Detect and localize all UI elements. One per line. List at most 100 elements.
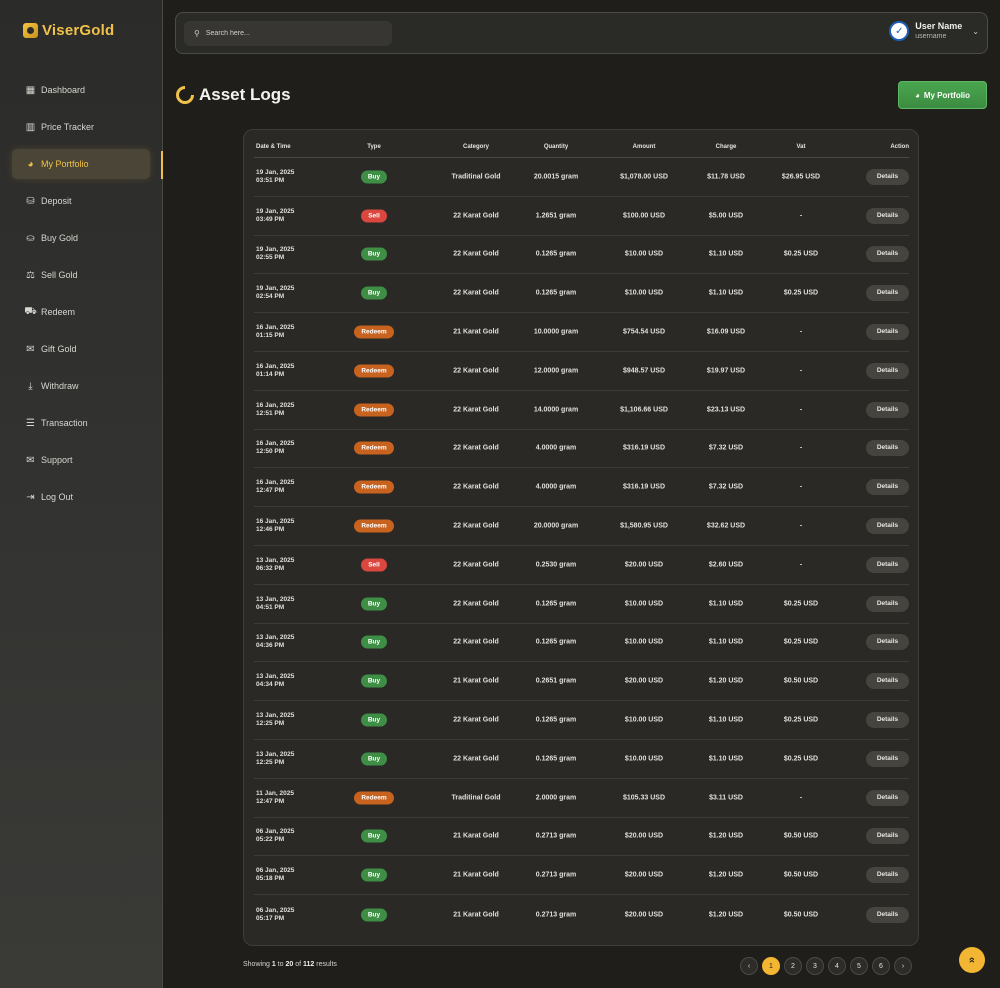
details-button[interactable]: Details <box>866 750 909 767</box>
cell-time: 04:34 PM <box>256 681 285 689</box>
cell-charge: $1.20 USD <box>708 677 744 685</box>
scroll-to-top-button[interactable]: » <box>959 947 985 973</box>
sidebar-item-buy-gold[interactable]: ⛀ Buy Gold <box>12 223 150 253</box>
search-input[interactable] <box>205 30 376 37</box>
cell-date-time: 13 Jan, 2025 04:34 PM <box>256 673 336 689</box>
sidebar-item-transaction[interactable]: ☰ Transaction <box>12 408 150 438</box>
table-row: 19 Jan, 2025 02:55 PM Buy 22 Karat Gold 0.12… <box>254 236 909 275</box>
details-button[interactable]: Details <box>866 168 909 185</box>
details-button[interactable]: Details <box>866 673 909 690</box>
details-button[interactable]: Details <box>866 828 909 845</box>
logout-icon: ⇥ <box>26 491 35 503</box>
cell-date-time: 16 Jan, 2025 12:47 PM <box>256 479 336 495</box>
type-badge: Redeem <box>354 480 394 494</box>
brand-logo[interactable]: ViserGold <box>23 22 114 39</box>
details-button[interactable]: Details <box>866 906 909 923</box>
pagination: ‹ 1 2 3 4 5 6 › <box>740 957 912 975</box>
type-badge: Buy <box>360 674 388 688</box>
cell-vat: $0.25 USD <box>783 600 819 608</box>
details-button[interactable]: Details <box>866 440 909 457</box>
cell-date-time: 13 Jan, 2025 12:25 PM <box>256 751 336 767</box>
pagination-next-button[interactable]: › <box>894 957 912 975</box>
cell-amount: $100.00 USD <box>622 212 666 220</box>
sidebar-item-label: Support <box>41 455 73 465</box>
cell-vat: $0.50 USD <box>783 832 819 840</box>
type-badge: Redeem <box>354 325 394 339</box>
cell-quantity: 0.1265 gram <box>535 755 577 763</box>
sidebar-item-sell-gold[interactable]: ⚖ Sell Gold <box>12 260 150 290</box>
cell-amount: $20.00 USD <box>624 871 664 879</box>
type-badge: Redeem <box>354 441 394 455</box>
cell-category: 22 Karat Gold <box>453 406 499 414</box>
details-button[interactable]: Details <box>866 324 909 341</box>
pagination-page-2[interactable]: 2 <box>784 957 802 975</box>
brand-name: ViserGold <box>42 22 115 39</box>
details-button[interactable]: Details <box>866 362 909 379</box>
sidebar-item-label: Gift Gold <box>41 344 77 354</box>
results-summary: Showing 1 to 20 of 112 results <box>243 961 337 968</box>
cell-charge: $1.10 USD <box>708 289 744 297</box>
pagination-page-5[interactable]: 5 <box>850 957 868 975</box>
chevron-down-icon[interactable]: ⌄ <box>972 26 979 36</box>
cell-type: Sell <box>334 209 414 223</box>
cell-quantity: 0.2651 gram <box>535 677 577 685</box>
cell-time: 03:49 PM <box>256 215 285 223</box>
sidebar-item-log-out[interactable]: ⇥ Log Out <box>12 482 150 512</box>
cell-vat: $0.50 USD <box>783 871 819 879</box>
details-button[interactable]: Details <box>866 479 909 496</box>
cell-charge: $1.10 USD <box>708 600 744 608</box>
cell-category: 21 Karat Gold <box>453 832 499 840</box>
pagination-page-3[interactable]: 3 <box>806 957 824 975</box>
sidebar-item-my-portfolio[interactable]: ◕ My Portfolio <box>12 149 150 179</box>
sidebar-item-dashboard[interactable]: ▦ Dashboard <box>12 75 150 105</box>
sidebar-item-gift-gold[interactable]: ✉ Gift Gold <box>12 334 150 364</box>
cell-charge: $1.10 USD <box>708 250 744 258</box>
details-button[interactable]: Details <box>866 285 909 302</box>
user-menu[interactable]: ✓ User Name username ⌄ <box>889 21 979 41</box>
cell-quantity: 20.0000 gram <box>533 522 579 530</box>
pagination-page-4[interactable]: 4 <box>828 957 846 975</box>
showing-of-word: of <box>295 961 302 968</box>
details-button[interactable]: Details <box>866 207 909 224</box>
table-row: 19 Jan, 2025 02:54 PM Buy 22 Karat Gold 0.12… <box>254 274 909 314</box>
details-button[interactable]: Details <box>866 518 909 535</box>
sidebar-item-deposit[interactable]: ⛁ Deposit <box>12 186 150 216</box>
details-button[interactable]: Details <box>866 867 909 884</box>
details-button[interactable]: Details <box>866 634 909 651</box>
type-badge: Buy <box>360 908 388 922</box>
cell-date-time: 13 Jan, 2025 06:32 PM <box>256 557 336 573</box>
cell-date: 13 Jan, 2025 <box>256 595 295 603</box>
cell-action: Details <box>829 828 909 845</box>
avatar[interactable]: ✓ <box>889 21 910 41</box>
details-button[interactable]: Details <box>866 401 909 418</box>
pagination-page-6[interactable]: 6 <box>872 957 890 975</box>
sidebar-item-price-tracker[interactable]: ▥ Price Tracker <box>12 112 150 142</box>
sidebar-item-label: Redeem <box>41 307 76 317</box>
cell-vat: $0.25 USD <box>783 716 819 724</box>
cell-charge: $11.78 USD <box>707 173 745 181</box>
cell-action: Details <box>829 479 909 496</box>
sidebar-item-withdraw[interactable]: ⤓ Withdraw <box>12 371 150 401</box>
cell-action: Details <box>829 789 909 806</box>
cell-time: 12:51 PM <box>256 409 285 417</box>
sidebar-item-redeem[interactable]: ⛟ Redeem <box>12 297 150 327</box>
details-button[interactable]: Details <box>866 789 909 806</box>
cell-charge: $5.00 USD <box>708 212 744 220</box>
type-badge: Redeem <box>354 519 394 533</box>
cell-time: 03:51 PM <box>256 176 285 184</box>
pagination-page-1[interactable]: 1 <box>762 957 780 975</box>
cell-action: Details <box>829 867 909 884</box>
details-button[interactable]: Details <box>866 556 909 573</box>
sidebar-item-support[interactable]: ✉ Support <box>12 445 150 475</box>
sidebar-item-label: Buy Gold <box>41 233 79 243</box>
details-button[interactable]: Details <box>866 712 909 729</box>
header-amount: Amount <box>632 144 656 150</box>
details-button[interactable]: Details <box>866 246 909 263</box>
my-portfolio-button[interactable]: ◕ My Portfolio <box>898 81 987 109</box>
cell-amount: $10.00 USD <box>624 755 664 763</box>
pagination-prev-button[interactable]: ‹ <box>740 957 758 975</box>
cell-category: 21 Karat Gold <box>453 871 499 879</box>
cell-action: Details <box>829 401 909 418</box>
header-type: Type <box>367 144 381 150</box>
details-button[interactable]: Details <box>866 595 909 612</box>
